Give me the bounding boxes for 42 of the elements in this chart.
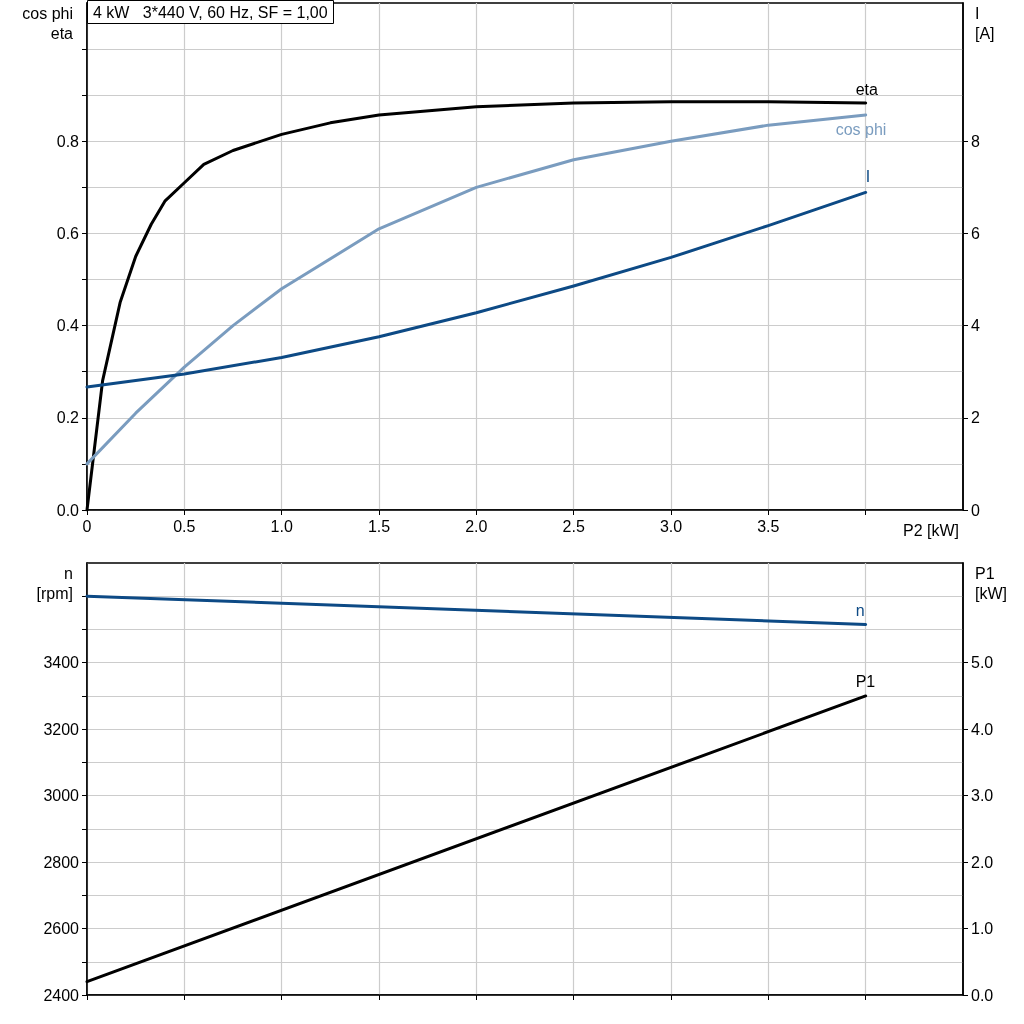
- y-tick-label: 3400: [43, 654, 80, 672]
- y-tick-label: 2800: [43, 853, 80, 871]
- y-tick-label: 2400: [43, 986, 80, 1004]
- y-tick-label: 0.8: [56, 132, 80, 150]
- series-label: n: [855, 601, 865, 619]
- y-tick-label: 0.0: [56, 501, 80, 519]
- chart-title: 4 kW 3*440 V, 60 Hz, SF = 1,00: [93, 3, 328, 21]
- y-tick-label: 3000: [43, 787, 80, 805]
- series-label: eta: [855, 80, 879, 98]
- x-axis-title: P2 [kW]: [902, 521, 959, 539]
- x-tick-label: 1.0: [270, 517, 293, 535]
- y2-tick-label: 0.0: [971, 986, 994, 1004]
- line-series: [85, 190, 868, 389]
- y2-tick-label: 5.0: [971, 654, 994, 672]
- y2-tick-label: 1.0: [971, 920, 994, 938]
- y-tick-label: 3200: [43, 720, 80, 738]
- x-tick-label: 2.5: [562, 517, 585, 535]
- y2-axis-title: I [A]: [975, 4, 995, 42]
- x-tick-label: 0: [82, 517, 92, 535]
- y2-tick-label: 6: [971, 224, 980, 242]
- y2-axis-title: P1 [kW]: [975, 564, 1007, 602]
- y-tick-label: 0.4: [56, 317, 80, 335]
- y2-tick-label: 4.0: [971, 720, 994, 738]
- x-tick-label: 1.5: [367, 517, 391, 535]
- y2-tick-label: 2.0: [971, 853, 994, 871]
- x-tick-label: 2.0: [465, 517, 488, 535]
- series-label: I: [865, 167, 871, 185]
- y-tick-label: 0.6: [56, 224, 80, 242]
- x-tick-label: 3.0: [659, 517, 683, 535]
- y-tick-label: 0.2: [56, 409, 80, 427]
- y2-tick-label: 2: [971, 409, 980, 427]
- series-label: cos phi: [835, 120, 887, 138]
- series-label: P1: [855, 673, 876, 691]
- x-tick-label: 0.5: [173, 517, 196, 535]
- y2-tick-label: 0: [971, 501, 980, 519]
- y-axis-title: cos phi eta: [22, 4, 74, 42]
- y2-tick-label: 8: [971, 132, 980, 150]
- y2-tick-label: 3.0: [971, 787, 994, 805]
- y-axis-title: n [rpm]: [36, 564, 73, 602]
- y2-tick-label: 4: [971, 317, 980, 335]
- y-tick-label: 2600: [43, 920, 80, 938]
- x-tick-label: 3.5: [757, 517, 780, 535]
